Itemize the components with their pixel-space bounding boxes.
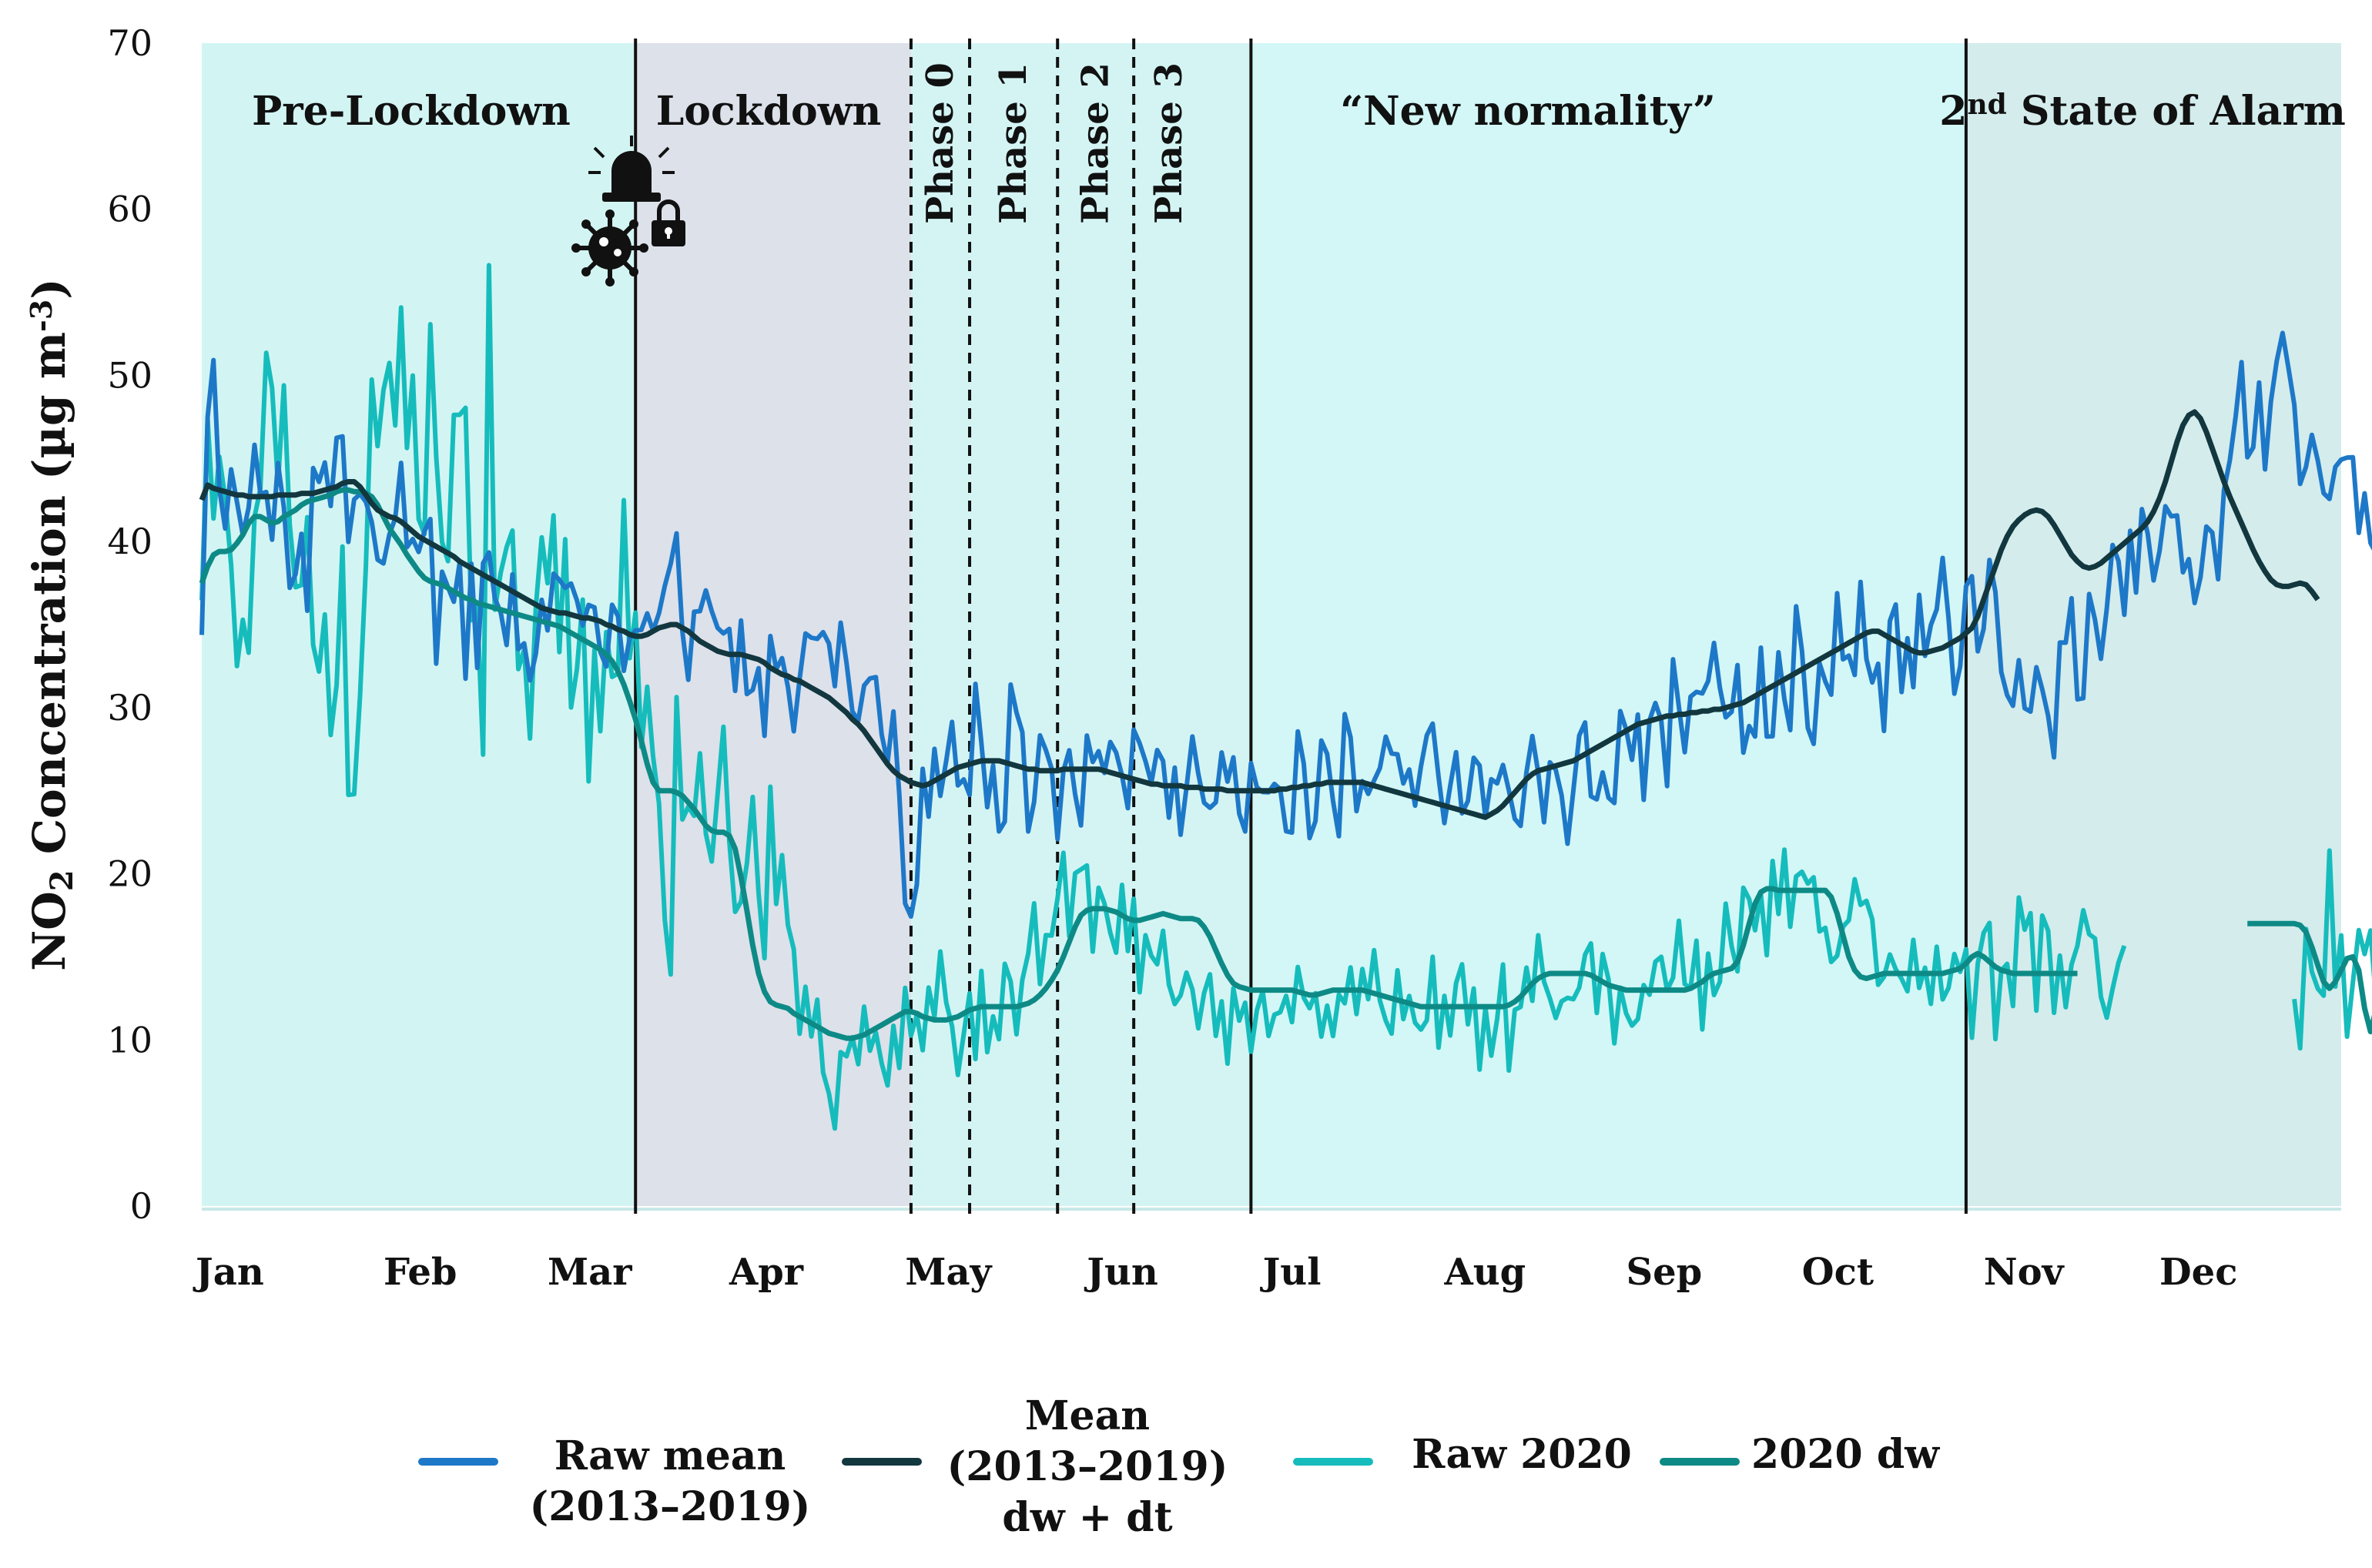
y-axis-label-part: 2 [44,869,80,891]
period-labels: Pre-Lockdown Lockdown “New normality” 2nd S… [252,62,2346,224]
legend-label: Raw 2020 [1412,1431,1632,1478]
x-tick-label: Nov [1984,1251,2065,1294]
y-axis-label-part: Concentration (µg m [23,332,75,869]
phase-label: Phase 0 [919,62,962,224]
phase-label: Phase 3 [1147,62,1191,224]
y-tick-label: 70 [107,22,152,64]
legend-item: Raw mean(2013–2019) [418,1432,811,1530]
y-axis: 0 10 20 30 40 50 60 70 Jan Feb Mar Apr May Jun Jul Aug S… [23,22,2341,1294]
alarm-label-part: 2 [1939,88,1967,135]
y-tick-label: 30 [107,687,152,729]
series-line-raw-mean [199,330,2372,919]
y-tick-label: 50 [107,354,152,396]
y-axis-label: NO2 Concentration (µg m-3) [23,278,80,970]
series-line-mean-dw-dt [199,409,2320,820]
x-tick-label: Oct [1802,1251,1874,1294]
x-tick-label: Aug [1444,1251,1526,1294]
x-tick-label: Jul [1260,1251,1322,1294]
x-tick-label: Feb [384,1251,457,1294]
series-lines [199,263,2372,1131]
legend-item: Raw 2020 [1293,1431,1632,1478]
period-label-state-of-alarm: 2nd State of Alarm [1939,88,2346,135]
padlock-icon [652,199,685,246]
x-tick-label: Apr [729,1251,804,1294]
legend-item: Mean(2013–2019)dw + dt [842,1392,1228,1541]
x-tick-label: Mar [548,1251,632,1294]
y-tick-label: 10 [107,1019,152,1060]
series-line-dw-2020 [199,487,2372,1041]
x-tick-label: Jun [1084,1251,1158,1294]
period-label-lockdown: Lockdown [656,88,882,135]
y-tick-label: 60 [107,189,152,230]
legend-label: dw + dt [1002,1494,1172,1541]
legend-label: (2013–2019) [947,1443,1228,1490]
y-tick-label: 40 [107,521,152,562]
legend-label: Mean [1025,1392,1150,1439]
alarm-bell-icon [588,136,675,202]
period-label-new-normality: “New normality” [1340,88,1716,135]
legend-label: Raw mean [554,1432,786,1479]
virus-icon [571,209,648,286]
x-tick-label: Dec [2159,1251,2237,1294]
phase-label: Phase 2 [1074,62,1117,224]
y-axis-label-part: ) [23,278,75,299]
period-band [202,43,636,1206]
phase-label: Phase 1 [992,62,1035,224]
lockdown-icons [571,136,685,286]
legend: Raw mean(2013–2019)Mean(2013–2019)dw + d… [418,1392,1940,1541]
legend-label: 2020 dw [1751,1431,1940,1478]
y-axis-label-part: NO [23,891,75,971]
alarm-label-part: nd [1967,89,2006,121]
period-label-pre-lockdown: Pre-Lockdown [252,88,571,135]
period-band [1965,43,2341,1206]
period-bands [202,43,2341,1206]
legend-item: 2020 dw [1660,1431,1940,1478]
x-tick-label: May [905,1251,993,1294]
legend-label: (2013–2019) [530,1483,811,1530]
x-tick-label: Sep [1626,1251,1702,1294]
period-band [1251,43,1966,1206]
y-axis-label-part: -3 [24,300,59,332]
y-tick-label: 20 [107,853,152,895]
alarm-label-part: State of Alarm [2007,88,2346,135]
y-tick-label: 0 [130,1185,152,1227]
series-line-raw-2020 [199,263,2372,1131]
x-tick-label: Jan [193,1251,264,1294]
